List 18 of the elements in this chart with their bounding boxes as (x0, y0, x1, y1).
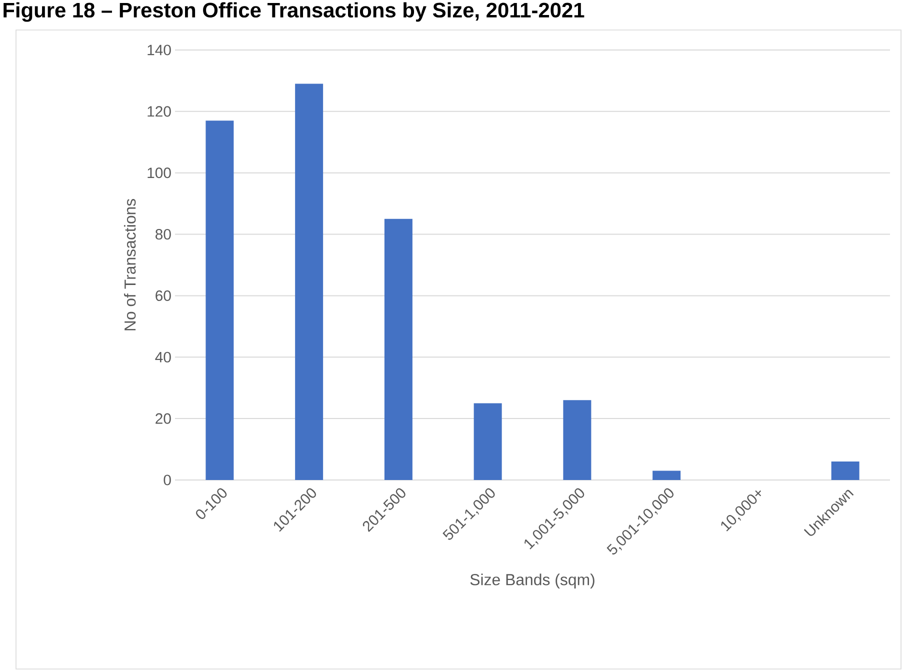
y-tick-label: 100 (148, 168, 171, 178)
bar (384, 218, 412, 480)
bar (563, 400, 592, 480)
chart-title: Figure 18 – Preston Office Transactions by Size, 2011-2021 (4, 2, 584, 22)
y-tick-label: 120 (148, 106, 171, 117)
x-axis-title: Size Bands (sqm) (470, 574, 594, 588)
y-tick-label: 40 (155, 352, 171, 362)
y-tick-label: 0 (164, 474, 171, 486)
bar (206, 120, 234, 480)
bar (652, 470, 681, 480)
y-axis-title: No of Transactions (124, 198, 136, 330)
bar (831, 462, 860, 480)
y-tick-label: 80 (156, 228, 171, 240)
y-tick-label: 60 (156, 290, 171, 301)
bar (295, 84, 324, 480)
y-tick-label: 20 (156, 413, 171, 424)
y-tick-label: 140 (148, 44, 171, 56)
bar (474, 403, 502, 480)
